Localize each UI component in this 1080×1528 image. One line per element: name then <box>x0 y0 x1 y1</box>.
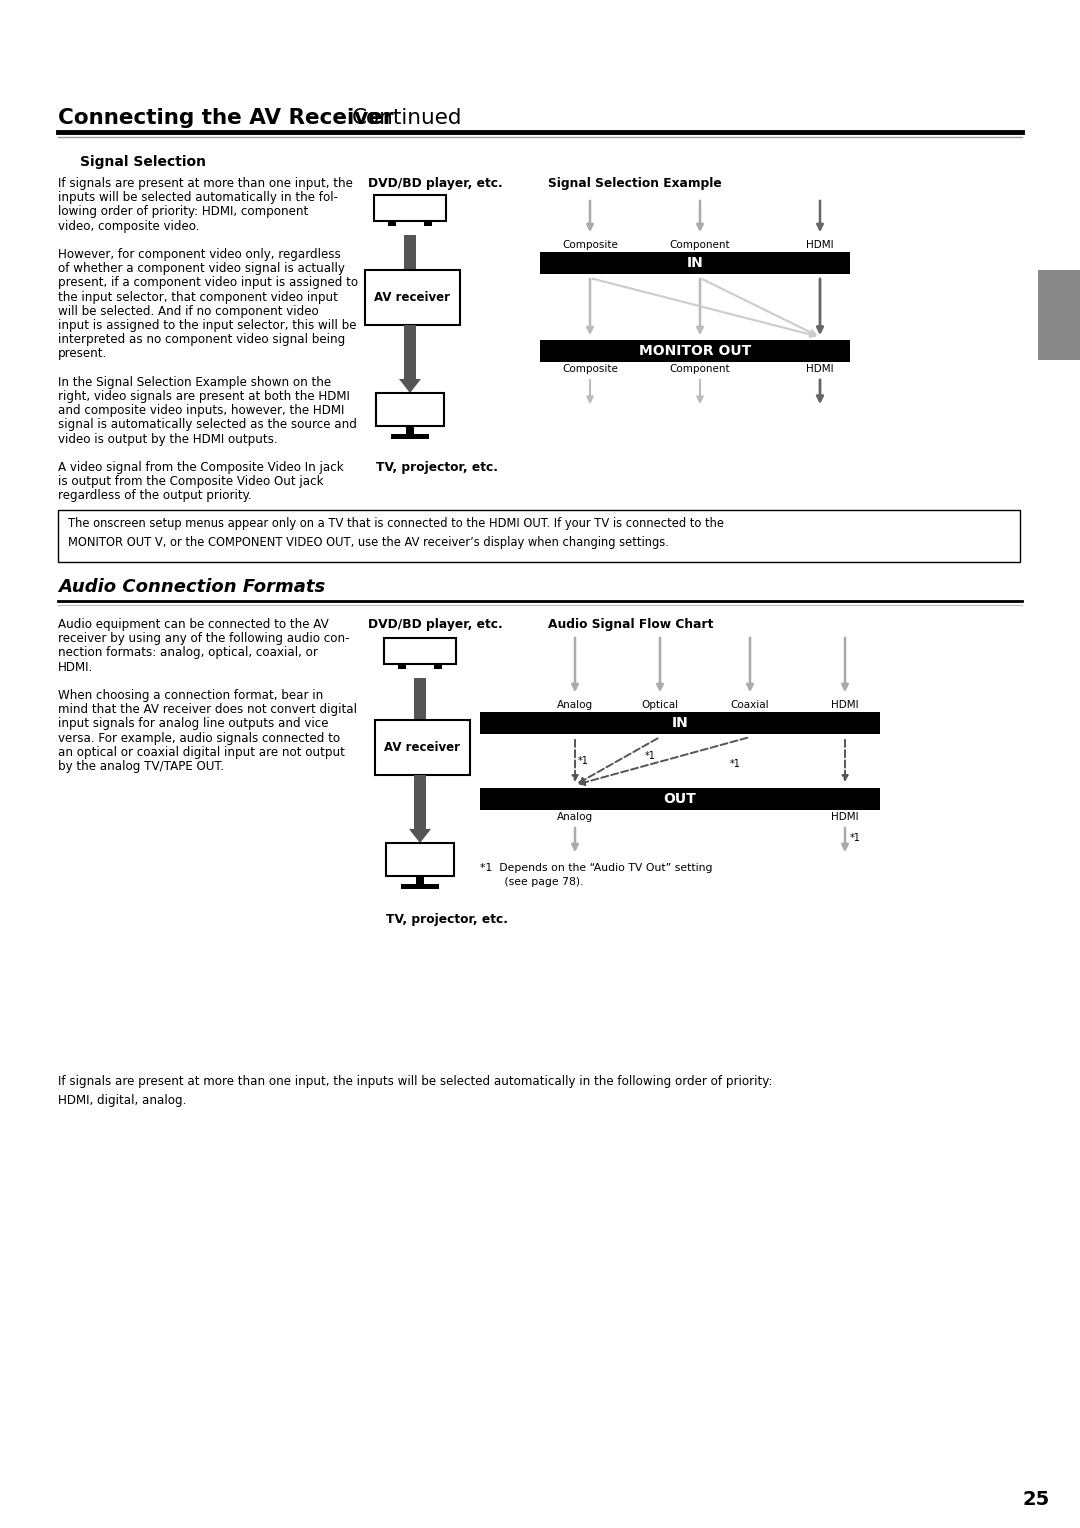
Text: However, for component video only, regardless: However, for component video only, regar… <box>58 248 341 261</box>
Text: IN: IN <box>672 717 688 730</box>
Text: Signal Selection: Signal Selection <box>80 154 206 170</box>
Text: signal is automatically selected as the source and: signal is automatically selected as the … <box>58 419 356 431</box>
Bar <box>389 222 395 226</box>
Bar <box>374 196 446 222</box>
Text: Component: Component <box>670 240 730 251</box>
Bar <box>406 426 414 434</box>
Text: Connecting the AV Receiver: Connecting the AV Receiver <box>58 108 393 128</box>
Bar <box>58 510 1020 562</box>
Text: input signals for analog line outputs and vice: input signals for analog line outputs an… <box>58 718 328 730</box>
Text: Analog: Analog <box>557 700 593 711</box>
Text: Composite: Composite <box>562 240 618 251</box>
Text: Component: Component <box>670 364 730 374</box>
Text: Analog: Analog <box>557 811 593 822</box>
Text: versa. For example, audio signals connected to: versa. For example, audio signals connec… <box>58 732 340 744</box>
Text: and composite video inputs, however, the HDMI: and composite video inputs, however, the… <box>58 405 345 417</box>
Text: MONITOR OUT: MONITOR OUT <box>639 344 751 358</box>
Text: video is output by the HDMI outputs.: video is output by the HDMI outputs. <box>58 432 278 446</box>
Bar <box>424 222 432 226</box>
Bar <box>416 876 424 883</box>
Text: HDMI: HDMI <box>806 364 834 374</box>
Bar <box>391 434 429 439</box>
Text: HDMI: HDMI <box>832 811 859 822</box>
Text: by the analog TV/TAPE OUT.: by the analog TV/TAPE OUT. <box>58 759 225 773</box>
Text: right, video signals are present at both the HDMI: right, video signals are present at both… <box>58 390 350 403</box>
Text: interpreted as no component video signal being: interpreted as no component video signal… <box>58 333 346 347</box>
Text: Coaxial: Coaxial <box>731 700 769 711</box>
Text: If signals are present at more than one input, the: If signals are present at more than one … <box>58 177 353 189</box>
Text: input is assigned to the input selector, this will be: input is assigned to the input selector,… <box>58 319 356 332</box>
Text: present.: present. <box>58 347 107 361</box>
Bar <box>540 341 850 362</box>
Text: AV receiver: AV receiver <box>384 741 460 753</box>
Text: AV receiver: AV receiver <box>375 290 450 304</box>
Text: IN: IN <box>687 257 703 270</box>
Polygon shape <box>399 235 421 303</box>
Bar <box>402 883 438 889</box>
Text: nection formats: analog, optical, coaxial, or: nection formats: analog, optical, coaxia… <box>58 646 318 660</box>
Polygon shape <box>409 678 431 746</box>
Text: HDMI: HDMI <box>806 240 834 251</box>
Text: is output from the Composite Video Out jack: is output from the Composite Video Out j… <box>58 475 324 489</box>
Text: TV, projector, etc.: TV, projector, etc. <box>376 461 498 474</box>
Text: Continued: Continued <box>352 108 462 128</box>
Text: Composite: Composite <box>562 364 618 374</box>
Bar <box>1038 270 1080 361</box>
Text: inputs will be selected automatically in the fol-: inputs will be selected automatically in… <box>58 191 338 205</box>
Polygon shape <box>409 775 431 843</box>
Text: video, composite video.: video, composite video. <box>58 220 200 232</box>
Text: A video signal from the Composite Video In jack: A video signal from the Composite Video … <box>58 461 343 474</box>
Text: When choosing a connection format, bear in: When choosing a connection format, bear … <box>58 689 323 701</box>
Bar <box>365 270 460 325</box>
Text: Audio Signal Flow Chart: Audio Signal Flow Chart <box>548 617 714 631</box>
Text: Signal Selection Example: Signal Selection Example <box>548 177 721 189</box>
Text: HDMI.: HDMI. <box>58 660 93 674</box>
Bar <box>434 665 442 669</box>
Text: *1: *1 <box>645 750 656 761</box>
Text: If signals are present at more than one input, the inputs will be selected autom: If signals are present at more than one … <box>58 1076 772 1106</box>
Text: In the Signal Selection Example shown on the: In the Signal Selection Example shown on… <box>58 376 332 388</box>
Bar <box>399 665 406 669</box>
Text: 25: 25 <box>1022 1490 1050 1510</box>
Text: Optical: Optical <box>642 700 678 711</box>
Text: present, if a component video input is assigned to: present, if a component video input is a… <box>58 277 359 289</box>
Text: Audio Connection Formats: Audio Connection Formats <box>58 578 325 596</box>
Text: OUT: OUT <box>663 792 697 805</box>
Text: TV, projector, etc.: TV, projector, etc. <box>386 914 508 926</box>
Text: *1: *1 <box>850 833 861 843</box>
Text: lowing order of priority: HDMI, component: lowing order of priority: HDMI, componen… <box>58 205 308 219</box>
Text: regardless of the output priority.: regardless of the output priority. <box>58 489 252 503</box>
Text: *1: *1 <box>730 759 741 769</box>
Text: the input selector, that component video input: the input selector, that component video… <box>58 290 338 304</box>
Text: *1  Depends on the “Audio TV Out” setting
       (see page 78).: *1 Depends on the “Audio TV Out” setting… <box>480 863 713 886</box>
Text: receiver by using any of the following audio con-: receiver by using any of the following a… <box>58 633 350 645</box>
Bar <box>376 393 444 426</box>
Text: *1: *1 <box>578 756 589 766</box>
Text: mind that the AV receiver does not convert digital: mind that the AV receiver does not conve… <box>58 703 357 717</box>
Polygon shape <box>399 325 421 393</box>
Text: DVD/BD player, etc.: DVD/BD player, etc. <box>368 617 503 631</box>
Bar <box>540 252 850 274</box>
Text: DVD/BD player, etc.: DVD/BD player, etc. <box>368 177 503 189</box>
Bar <box>386 843 454 876</box>
Text: will be selected. And if no component video: will be selected. And if no component vi… <box>58 304 319 318</box>
Text: of whether a component video signal is actually: of whether a component video signal is a… <box>58 263 345 275</box>
Text: HDMI: HDMI <box>832 700 859 711</box>
Text: Audio equipment can be connected to the AV: Audio equipment can be connected to the … <box>58 617 328 631</box>
Bar <box>375 720 470 775</box>
Text: The onscreen setup menus appear only on a TV that is connected to the HDMI OUT. : The onscreen setup menus appear only on … <box>68 516 724 549</box>
Bar <box>384 639 456 665</box>
Bar <box>480 712 880 733</box>
Bar <box>480 788 880 810</box>
Text: an optical or coaxial digital input are not output: an optical or coaxial digital input are … <box>58 746 345 759</box>
